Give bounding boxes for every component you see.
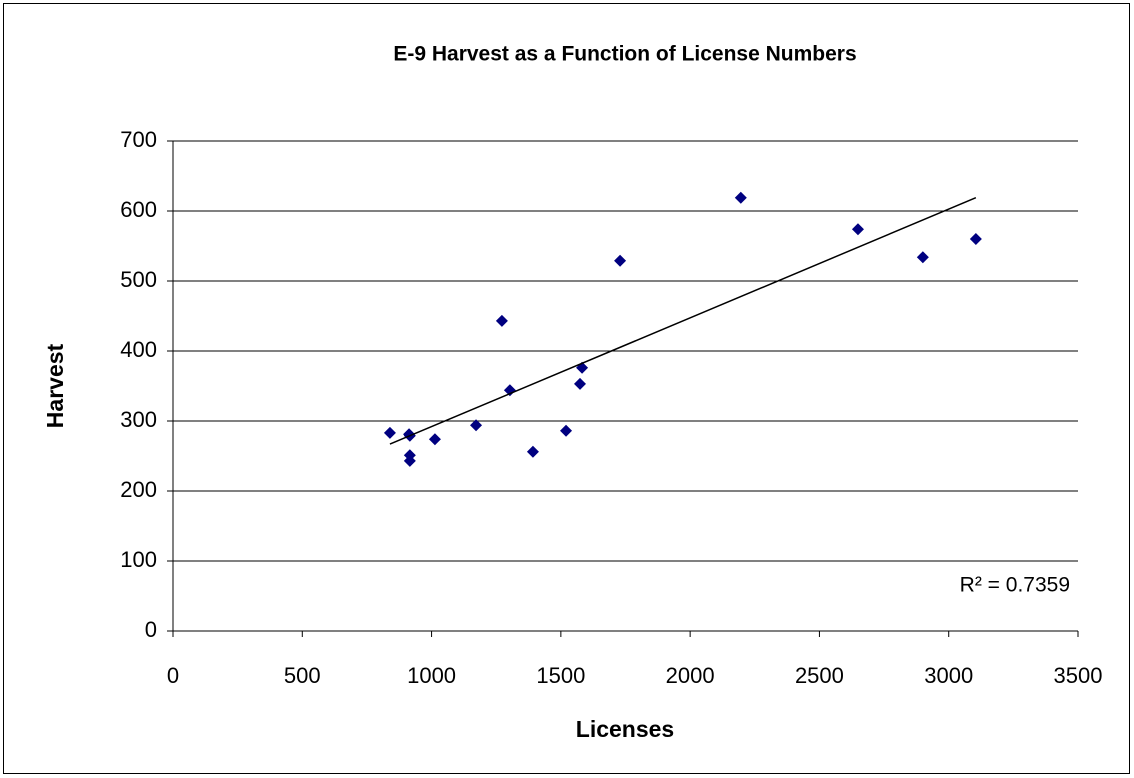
trendline xyxy=(389,197,977,445)
data-point xyxy=(560,424,573,437)
annotation: R² = 0.7359 xyxy=(960,574,1070,597)
data-point xyxy=(428,433,441,446)
y-axis-label: Harvest xyxy=(42,343,68,428)
y-tick-label: 300 xyxy=(120,407,157,432)
y-tick-label: 700 xyxy=(120,127,157,152)
data-point xyxy=(403,454,416,467)
y-tick-label: 100 xyxy=(120,547,157,572)
x-tick-label: 3500 xyxy=(1054,663,1103,688)
y-tick-label: 200 xyxy=(120,477,157,502)
x-axis-label: Licenses xyxy=(576,716,674,742)
x-tick-label: 2500 xyxy=(795,663,844,688)
data-point xyxy=(969,233,982,245)
x-tick-label: 0 xyxy=(167,663,179,688)
y-tick-label: 400 xyxy=(120,337,157,362)
chart-title: E-9 Harvest as a Function of License Num… xyxy=(393,43,856,66)
chart-border xyxy=(3,3,1130,774)
y-tick-label: 500 xyxy=(120,267,157,292)
y-tick-label: 600 xyxy=(120,197,157,222)
data-point xyxy=(614,254,627,267)
x-tick-label: 1500 xyxy=(536,663,585,688)
x-tick-label: 500 xyxy=(284,663,321,688)
data-point xyxy=(503,384,516,397)
data-point xyxy=(916,251,929,264)
y-tick-label: 0 xyxy=(145,617,157,642)
data-point xyxy=(573,377,586,390)
data-point xyxy=(734,191,747,204)
data-point xyxy=(851,223,864,236)
x-tick-label: 3000 xyxy=(924,663,973,688)
x-tick-label: 1000 xyxy=(407,663,456,688)
data-point xyxy=(470,419,483,432)
data-point xyxy=(526,445,539,458)
x-tick-label: 2000 xyxy=(666,663,715,688)
data-point xyxy=(383,426,396,439)
data-point xyxy=(495,314,508,327)
